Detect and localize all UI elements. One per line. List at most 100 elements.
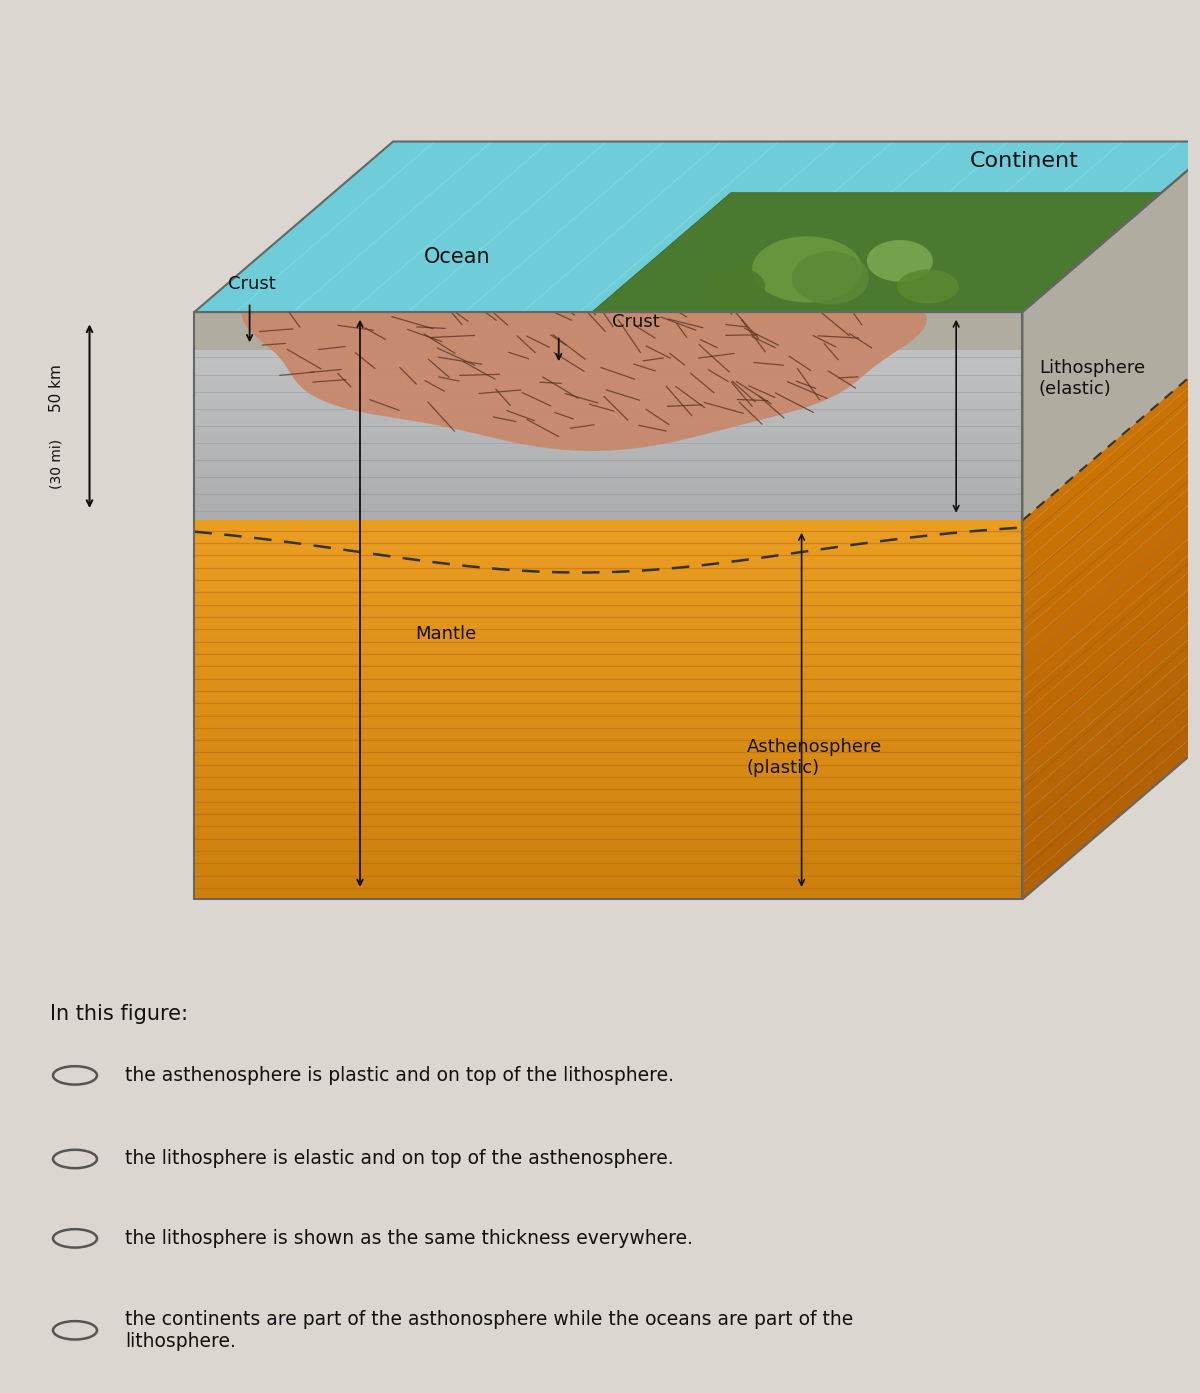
Polygon shape (1022, 628, 1200, 815)
Polygon shape (792, 251, 869, 305)
Polygon shape (194, 606, 1022, 616)
Polygon shape (194, 568, 1022, 577)
Polygon shape (194, 458, 1022, 464)
Polygon shape (1022, 662, 1200, 848)
Polygon shape (194, 469, 1022, 475)
Polygon shape (194, 853, 1022, 861)
Polygon shape (194, 418, 1022, 423)
Polygon shape (194, 366, 1022, 373)
Polygon shape (1022, 443, 1200, 631)
Polygon shape (194, 440, 1022, 447)
Polygon shape (194, 586, 1022, 596)
Polygon shape (194, 758, 1022, 766)
Text: Ocean: Ocean (424, 247, 491, 266)
Polygon shape (710, 267, 766, 305)
Polygon shape (194, 795, 1022, 805)
Polygon shape (194, 464, 1022, 469)
Polygon shape (194, 481, 1022, 486)
Polygon shape (194, 350, 1022, 355)
Polygon shape (194, 890, 1022, 900)
Text: the lithosphere is shown as the same thickness everywhere.: the lithosphere is shown as the same thi… (125, 1229, 694, 1248)
Polygon shape (194, 447, 1022, 453)
Polygon shape (1022, 192, 1200, 379)
Text: Crust: Crust (612, 312, 660, 330)
Text: (30 mi): (30 mi) (49, 439, 64, 489)
Polygon shape (1022, 326, 1200, 514)
Polygon shape (1022, 595, 1200, 781)
Polygon shape (1022, 276, 1200, 462)
Polygon shape (1022, 226, 1200, 412)
Polygon shape (194, 710, 1022, 719)
Text: Continent: Continent (970, 150, 1079, 171)
Polygon shape (241, 237, 926, 451)
Polygon shape (1022, 561, 1200, 748)
Polygon shape (194, 559, 1022, 568)
Polygon shape (194, 843, 1022, 853)
Polygon shape (194, 729, 1022, 738)
Text: 50 km: 50 km (49, 364, 64, 412)
Polygon shape (194, 407, 1022, 412)
Polygon shape (1022, 511, 1200, 698)
Polygon shape (194, 766, 1022, 776)
Polygon shape (194, 577, 1022, 586)
Polygon shape (194, 429, 1022, 435)
Polygon shape (194, 786, 1022, 795)
Polygon shape (194, 497, 1022, 503)
Text: Mantle: Mantle (415, 625, 476, 644)
Polygon shape (194, 861, 1022, 871)
Polygon shape (194, 401, 1022, 407)
Polygon shape (194, 412, 1022, 418)
Polygon shape (194, 748, 1022, 758)
Polygon shape (194, 529, 1022, 539)
Polygon shape (1022, 528, 1200, 715)
Polygon shape (194, 776, 1022, 786)
Polygon shape (1022, 478, 1200, 664)
Polygon shape (194, 521, 1022, 529)
Polygon shape (592, 192, 1162, 312)
Polygon shape (1022, 343, 1200, 531)
Polygon shape (194, 880, 1022, 890)
Polygon shape (194, 539, 1022, 549)
Polygon shape (1022, 309, 1200, 497)
Polygon shape (194, 738, 1022, 748)
Text: the asthenosphere is plastic and on top of the lithosphere.: the asthenosphere is plastic and on top … (125, 1066, 674, 1085)
Polygon shape (194, 396, 1022, 401)
Polygon shape (1022, 259, 1200, 446)
Text: In this figure:: In this figure: (50, 1004, 188, 1024)
Polygon shape (1022, 612, 1200, 798)
Polygon shape (1022, 426, 1200, 614)
Polygon shape (1022, 293, 1200, 479)
Polygon shape (194, 681, 1022, 691)
Text: Lithosphere
(elastic): Lithosphere (elastic) (1039, 359, 1145, 398)
Polygon shape (1022, 359, 1200, 547)
Polygon shape (194, 373, 1022, 379)
Polygon shape (194, 691, 1022, 701)
Polygon shape (194, 492, 1022, 497)
Polygon shape (194, 871, 1022, 880)
Text: the lithosphere is elastic and on top of the asthenosphere.: the lithosphere is elastic and on top of… (125, 1149, 673, 1169)
Polygon shape (1022, 176, 1200, 362)
Polygon shape (752, 237, 863, 302)
Polygon shape (1022, 460, 1200, 648)
Polygon shape (1022, 393, 1200, 581)
Polygon shape (194, 634, 1022, 644)
Polygon shape (1022, 578, 1200, 765)
Polygon shape (194, 596, 1022, 606)
Polygon shape (194, 549, 1022, 559)
Polygon shape (194, 379, 1022, 384)
Polygon shape (194, 486, 1022, 492)
Polygon shape (194, 805, 1022, 814)
Polygon shape (1022, 695, 1200, 883)
Polygon shape (898, 269, 959, 304)
Polygon shape (194, 508, 1022, 515)
Polygon shape (194, 361, 1022, 366)
Text: Crust: Crust (228, 274, 275, 293)
Polygon shape (1022, 242, 1200, 429)
Polygon shape (194, 142, 1200, 312)
Polygon shape (194, 435, 1022, 440)
Polygon shape (1022, 376, 1200, 564)
Text: Asthenosphere
(plastic): Asthenosphere (plastic) (746, 738, 882, 777)
Text: the continents are part of the asthonosphere while the oceans are part of the
li: the continents are part of the asthonosp… (125, 1309, 853, 1351)
Polygon shape (194, 833, 1022, 843)
Polygon shape (194, 616, 1022, 624)
